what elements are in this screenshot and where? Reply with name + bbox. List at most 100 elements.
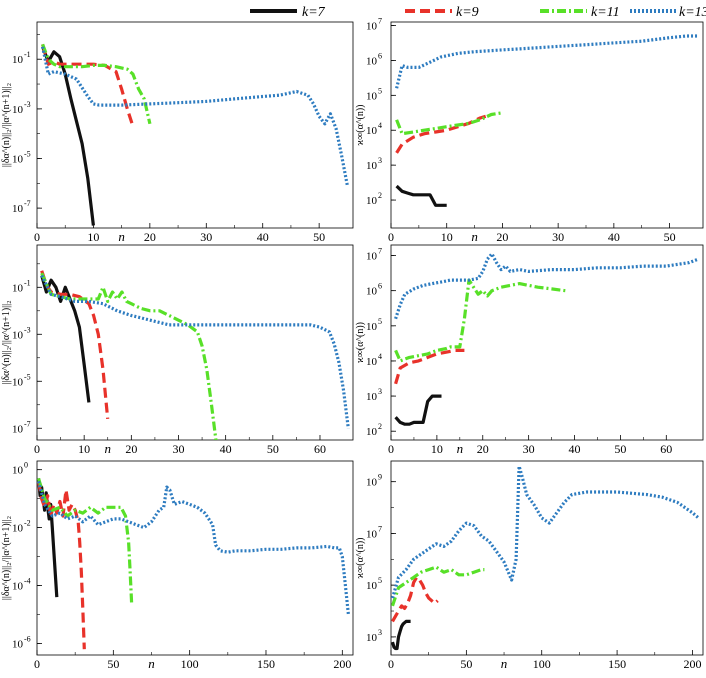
- plot-frame: [390, 460, 704, 656]
- y-tick-label: 10: [366, 55, 378, 67]
- x-tick-label: 200: [683, 657, 701, 671]
- legend: k=7 k=9 k=11 k=13: [250, 5, 706, 20]
- x-tick-label: 10: [87, 230, 99, 244]
- x-tick-label: 0: [388, 657, 394, 671]
- y-tick-exponent: 5: [378, 576, 382, 585]
- y-tick-exponent: 7: [378, 524, 382, 533]
- x-tick-label: 0: [34, 230, 40, 244]
- y-tick-exponent: 4: [378, 121, 382, 130]
- series-line-k7: [40, 275, 91, 403]
- y-tick-label: 10: [366, 195, 378, 207]
- y-tick-exponent: 5: [378, 317, 382, 326]
- x-tick-label: 30: [552, 230, 564, 244]
- y-tick-exponent: 2: [378, 191, 382, 200]
- y-tick-label: 10: [366, 160, 378, 172]
- x-tick-label: 50: [107, 657, 119, 671]
- plot-frame: [36, 460, 354, 656]
- x-tick-label: 30: [523, 442, 535, 456]
- y-tick-exponent: -5: [24, 150, 31, 159]
- x-tick-label: 100: [533, 657, 551, 671]
- x-tick-label: 20: [477, 442, 489, 456]
- y-tick-label: 10: [12, 581, 24, 593]
- y-tick-exponent: -4: [24, 577, 31, 586]
- series-line-k13: [41, 46, 349, 187]
- y-tick-exponent: -3: [24, 325, 31, 334]
- x-tick-label: 200: [333, 657, 351, 671]
- x-tick-label: 100: [181, 657, 199, 671]
- plot-frame: [390, 21, 704, 229]
- x-tick-label: 50: [664, 230, 676, 244]
- y-tick-exponent: 6: [378, 51, 382, 60]
- y-tick-exponent: -7: [24, 199, 31, 208]
- y-tick-exponent: 9: [378, 473, 382, 482]
- x-tick-label: 0: [34, 657, 40, 671]
- series-line-k7: [41, 46, 95, 226]
- y-tick-exponent: 7: [378, 247, 382, 256]
- y-axis-label: ||δα^(n)||₂/||α^(n+1)||₂: [1, 83, 12, 167]
- legend-label-k7: k=7: [302, 5, 326, 20]
- y-tick-label: 10: [366, 20, 378, 32]
- series-line-k9: [395, 114, 487, 154]
- y-tick-exponent: -1: [24, 50, 31, 59]
- x-axis-label: n: [148, 656, 155, 671]
- x-tick-label: 50: [313, 230, 325, 244]
- series-line-k9: [394, 348, 465, 385]
- x-axis-label: n: [104, 441, 111, 456]
- x-tick-label: 30: [200, 230, 212, 244]
- series-line-k13: [394, 252, 699, 320]
- x-tick-label: 50: [614, 442, 626, 456]
- y-tick-label: 10: [366, 426, 378, 438]
- x-tick-label: 50: [460, 657, 472, 671]
- y-tick-label: 10: [12, 376, 24, 388]
- y-axis-label: ||δα^(n)||₂/||α^(n+1)||₂: [1, 516, 12, 600]
- y-axis-label: ||δα^(n)||₂/||α^(n+1)||₂: [1, 300, 12, 384]
- legend-item-k9: k=9: [405, 5, 479, 20]
- series-line-k9: [37, 481, 86, 650]
- legend-label-k9: k=9: [456, 5, 479, 20]
- y-tick-exponent: -1: [24, 278, 31, 287]
- x-tick-label: 60: [314, 442, 326, 456]
- y-tick-exponent: 7: [378, 16, 382, 25]
- y-tick-exponent: -6: [24, 634, 31, 643]
- y-tick-exponent: 2: [378, 422, 382, 431]
- y-tick-exponent: -3: [24, 100, 31, 109]
- x-tick-label: 10: [441, 230, 453, 244]
- y-tick-exponent: 0: [24, 461, 28, 470]
- x-axis-label: n: [457, 441, 464, 456]
- series-line-k13: [37, 480, 350, 615]
- plot-frame: [36, 21, 354, 229]
- y-tick-exponent: 3: [378, 628, 382, 637]
- x-axis-label: n: [501, 656, 508, 671]
- x-axis-label: n: [118, 229, 125, 244]
- y-tick-exponent: -2: [24, 519, 31, 528]
- y-tick-label: 10: [12, 638, 24, 650]
- series-line-k7: [394, 394, 442, 426]
- x-tick-label: 10: [78, 442, 90, 456]
- series-line-k13: [40, 274, 350, 429]
- y-tick-label: 10: [366, 90, 378, 102]
- y-tick-label: 10: [366, 632, 378, 644]
- x-tick-label: 20: [125, 442, 137, 456]
- series-line-k11: [37, 477, 134, 603]
- x-tick-label: 150: [608, 657, 626, 671]
- legend-label-k11: k=11: [591, 5, 620, 20]
- y-axis-label: ϰ∞(α^(n)): [355, 538, 366, 579]
- x-tick-label: 40: [569, 442, 581, 456]
- series-line-k11: [41, 43, 152, 125]
- y-tick-exponent: -7: [24, 419, 31, 428]
- y-tick-exponent: -5: [24, 372, 31, 381]
- y-tick-label: 10: [366, 580, 378, 592]
- series-line-k9: [41, 43, 135, 127]
- y-tick-label: 10: [366, 477, 378, 489]
- y-tick-label: 10: [366, 286, 378, 298]
- y-tick-exponent: 3: [378, 156, 382, 165]
- y-tick-label: 10: [366, 251, 378, 263]
- x-tick-label: 0: [388, 442, 394, 456]
- series-line-k7: [395, 184, 447, 207]
- x-tick-label: 40: [608, 230, 620, 244]
- y-tick-label: 10: [12, 154, 24, 166]
